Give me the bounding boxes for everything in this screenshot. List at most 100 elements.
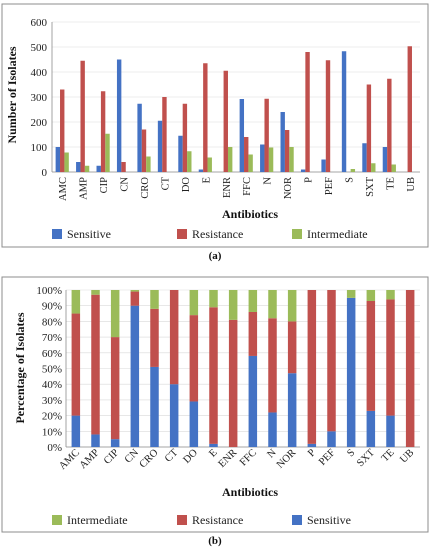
panel-a-bar-resistance-e xyxy=(203,63,208,172)
panel-b-bar-resistance-amp xyxy=(91,294,100,435)
panel-b-bar-intermediate-te xyxy=(386,290,395,300)
panel-b-bar-resistance-te xyxy=(386,299,395,416)
panel-a-bar-sensitive-e xyxy=(198,169,204,172)
panel-b-y-tick-label: 50% xyxy=(42,364,62,376)
panel-a-bar-resistance-amp xyxy=(80,60,85,172)
panel-a-legend-swatch-sensitive xyxy=(52,229,62,239)
panel-a-bar-resistance-ct xyxy=(162,97,167,172)
panel-b-bar-intermediate-enr xyxy=(228,290,238,320)
panel-a-x-tick-label: CN xyxy=(120,177,131,192)
panel-b-y-tick-label: 100% xyxy=(36,285,62,297)
panel-b-bar-resistance-ct xyxy=(169,290,179,385)
panel-a-x-tick-label: S xyxy=(344,177,355,183)
panel-b-bar-resistance-e xyxy=(209,307,218,444)
panel-a-x-tick-label: N xyxy=(263,177,274,185)
panel-b-legend-label-intermediate: Intermediate xyxy=(67,513,128,527)
panel-a-x-tick-label: DO xyxy=(181,177,192,193)
panel-b-bar-intermediate-sxt xyxy=(366,290,376,301)
panel-b-bar-intermediate-cro xyxy=(150,290,159,309)
panel-b-bar-sensitive-cro xyxy=(150,366,159,447)
panel-b-bar-resistance-n xyxy=(268,318,277,413)
panel-a-bar-resistance-cn xyxy=(121,162,126,172)
panel-b-bar-sensitive-amc xyxy=(71,415,81,447)
panel-b-legend-swatch-intermediate xyxy=(52,515,62,525)
panel-b-bar-sensitive-nor xyxy=(287,373,297,447)
panel-a-x-tick-label: P xyxy=(304,177,315,183)
panel-a-bar-sensitive-amc xyxy=(55,147,61,172)
panel-a-bar-resistance-p xyxy=(305,52,310,172)
panel-a-bar-sensitive-s xyxy=(341,51,347,172)
panel-b-legend-swatch-sensitive xyxy=(292,515,302,525)
panel-b-bar-resistance-cro xyxy=(150,308,159,367)
panel-b-bar-sensitive-sxt xyxy=(366,410,376,447)
panel-b-bar-sensitive-e xyxy=(209,443,218,447)
panel-a-x-axis-label: Antibiotics xyxy=(222,207,278,221)
panel-a-y-tick-label: 500 xyxy=(31,42,48,54)
panel-b-legend-label-resistance: Resistance xyxy=(192,513,243,527)
panel-a-bar-sensitive-amp xyxy=(76,162,81,172)
panel-a-bar-intermediate-cip xyxy=(105,133,110,172)
panel-b-bar-resistance-cn xyxy=(130,291,140,306)
panel-a-bar-resistance-cip xyxy=(100,91,106,172)
panel-a-bar-intermediate-te xyxy=(391,164,396,172)
panel-b-bar-intermediate-nor xyxy=(287,290,297,322)
panel-b-y-tick-label: 20% xyxy=(42,411,62,423)
panel-a-bar-resistance-do xyxy=(182,103,188,172)
panel-a-bar-intermediate-sxt xyxy=(371,163,376,172)
panel-b-bar-intermediate-ffc xyxy=(248,290,258,312)
panel-b-bar-sensitive-n xyxy=(268,412,277,447)
panel-a-bar-sensitive-nor xyxy=(280,112,285,172)
panel-a-legend: Sensitive Resistance Intermediate xyxy=(52,227,368,241)
panel-a-bar-resistance-sxt xyxy=(366,84,372,172)
panel-b-bar-resistance-p xyxy=(307,290,317,444)
panel-a-bar-sensitive-te xyxy=(382,147,388,172)
panel-b-bar-resistance-cip xyxy=(110,337,120,440)
panel-b-legend-label-sensitive: Sensitive xyxy=(307,513,351,527)
panel-b-bar-intermediate-n xyxy=(268,290,277,319)
panel-a-bar-intermediate-ffc xyxy=(248,154,253,172)
panel-a-bar-sensitive-ffc xyxy=(239,99,245,172)
panel-a-y-tick-label: 600 xyxy=(31,17,48,29)
panel-a-x-tick-label: FFC xyxy=(242,177,253,196)
panel-b-y-tick-label: 30% xyxy=(42,395,62,407)
panel-a-legend-swatch-resistance xyxy=(177,229,187,239)
panel-a-bar-intermediate-do xyxy=(187,151,192,172)
panel-a-x-tick-label: ENR xyxy=(222,177,233,198)
panel-a-bar-resistance-n xyxy=(264,98,269,172)
panel-b-label: (b) xyxy=(208,535,222,547)
panel-b-bar-resistance-amc xyxy=(71,313,81,416)
panel-a-bar-intermediate-amc xyxy=(64,152,69,172)
panel-b-x-axis-label: Antibiotics xyxy=(222,485,278,499)
panel-b-bar-sensitive-cip xyxy=(110,439,120,447)
panel-b-bar-resistance-enr xyxy=(228,319,238,447)
panel-b-bar-intermediate-cip xyxy=(110,290,120,338)
panel-a-bar-resistance-enr xyxy=(223,70,228,172)
panel-a-bar-sensitive-pef xyxy=(321,159,326,172)
panel-a-bar-resistance-ub xyxy=(407,46,412,172)
panel-a-bar-intermediate-enr xyxy=(227,147,233,172)
panel-b-bar-sensitive-ct xyxy=(169,384,179,447)
panel-b-y-tick-label: 80% xyxy=(42,316,62,328)
panel-a-bar-sensitive-cip xyxy=(96,165,101,172)
panel-a-x-tick-label: AMC xyxy=(58,177,69,201)
panel-b-bar-resistance-nor xyxy=(287,321,297,374)
panel-a-bar-intermediate-n xyxy=(268,147,274,172)
panel-b-y-tick-label: 60% xyxy=(42,348,62,360)
panel-b-bar-sensitive-do xyxy=(189,401,199,447)
panel-a-y-tick-label: 300 xyxy=(31,92,48,104)
panel-a-x-tick-label: E xyxy=(201,177,212,183)
panel-b-bar-resistance-do xyxy=(189,315,199,402)
panel-a-bar-resistance-ffc xyxy=(244,137,249,172)
panel-b-bar-intermediate-e xyxy=(209,290,218,308)
panel-a-bar-sensitive-p xyxy=(300,169,306,172)
panel-b-bar-intermediate-amc xyxy=(71,290,81,314)
panel-a-bar-resistance-nor xyxy=(284,130,290,172)
panel-b-y-tick-label: 10% xyxy=(42,426,62,438)
panel-a-bar-resistance-cro xyxy=(141,129,147,172)
panel-b-bar-resistance-sxt xyxy=(366,300,376,411)
panel-a-legend-swatch-intermediate xyxy=(292,229,302,239)
panel-a-y-tick-label: 200 xyxy=(31,117,48,129)
panel-a-bar-sensitive-ct xyxy=(157,120,163,172)
panel-a-y-tick-label: 0 xyxy=(42,167,48,179)
